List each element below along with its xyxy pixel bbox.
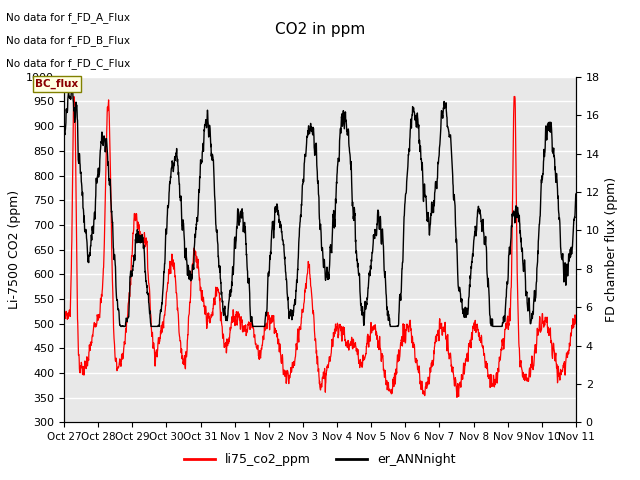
er_ANNnight (60, 136, 68, 142)
er_ANNnight (527, 318, 535, 324)
er_ANNnight (346, 152, 354, 157)
li75_co2_ppm (203, 325, 211, 331)
er_ANNnight (335, 159, 342, 165)
li75_co2_ppm (527, 364, 535, 370)
li75_co2_ppm (572, 321, 580, 327)
Text: No data for f_FD_A_Flux: No data for f_FD_A_Flux (6, 12, 131, 23)
Text: No data for f_FD_C_Flux: No data for f_FD_C_Flux (6, 58, 131, 69)
li75_co2_ppm (60, 306, 68, 312)
Legend: li75_co2_ppm, er_ANNnight: li75_co2_ppm, er_ANNnight (179, 448, 461, 471)
er_ANNnight (541, 135, 549, 141)
li75_co2_ppm (468, 328, 476, 334)
li75_co2_ppm (346, 341, 353, 347)
Line: li75_co2_ppm: li75_co2_ppm (64, 96, 576, 397)
li75_co2_ppm (510, 94, 518, 99)
Y-axis label: Li-7500 CO2 (ppm): Li-7500 CO2 (ppm) (8, 190, 20, 309)
Y-axis label: FD chamber flux (ppm): FD chamber flux (ppm) (605, 177, 618, 322)
er_ANNnight (204, 111, 211, 117)
er_ANNnight (572, 191, 580, 197)
Text: CO2 in ppm: CO2 in ppm (275, 22, 365, 36)
li75_co2_ppm (453, 395, 461, 400)
li75_co2_ppm (335, 332, 342, 337)
Text: BC_flux: BC_flux (35, 79, 79, 89)
er_ANNnight (117, 324, 125, 329)
er_ANNnight (68, 86, 76, 92)
er_ANNnight (469, 253, 477, 259)
Line: er_ANNnight: er_ANNnight (64, 89, 576, 326)
li75_co2_ppm (541, 314, 549, 320)
Text: No data for f_FD_B_Flux: No data for f_FD_B_Flux (6, 35, 131, 46)
